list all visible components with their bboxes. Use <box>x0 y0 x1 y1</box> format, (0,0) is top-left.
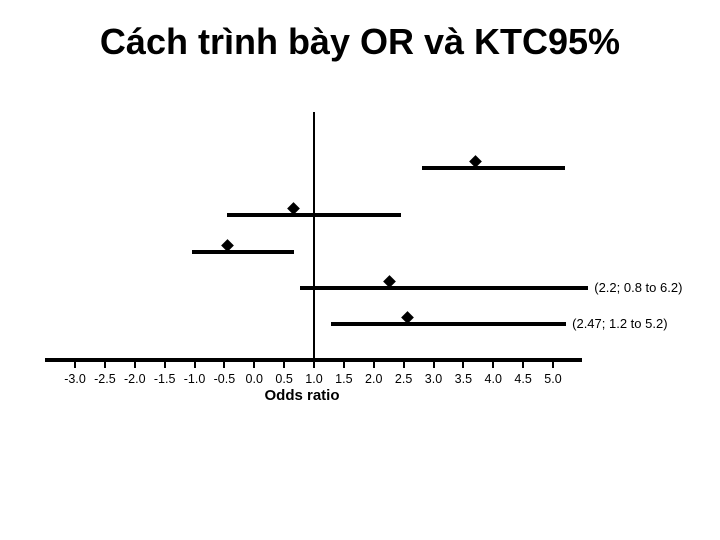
axis-tick-label: 0.0 <box>245 372 263 386</box>
axis-tick <box>223 362 226 368</box>
axis-tick-label: -1.0 <box>183 372 206 386</box>
axis-tick <box>492 362 495 368</box>
axis-tick <box>432 362 435 368</box>
axis-tick <box>133 362 136 368</box>
ci-annotation: (2.2; 0.8 to 6.2) <box>594 280 683 295</box>
confidence-interval-line <box>191 250 295 254</box>
axis-tick-label: 3.0 <box>424 372 443 386</box>
axis-tick <box>283 362 286 368</box>
axis-tick-label: 1.0 <box>305 372 323 386</box>
axis-tick <box>163 362 166 368</box>
axis-tick <box>522 362 525 368</box>
axis-tick-label: 5.0 <box>544 372 562 386</box>
axis-tick <box>552 362 554 368</box>
axis-tick <box>402 362 405 368</box>
axis-tick-label: 2.0 <box>365 372 383 386</box>
confidence-interval-line <box>330 322 567 326</box>
axis-tick <box>372 362 375 368</box>
axis-tick-label: -2.0 <box>123 372 146 386</box>
axis-tick <box>462 362 465 368</box>
axis-tick-label: -1.5 <box>153 372 176 386</box>
axis-tick <box>253 362 256 368</box>
axis-tick <box>74 362 76 368</box>
axis-tick-label: -3.0 <box>64 372 86 386</box>
axis-tick-label: 4.5 <box>514 372 532 386</box>
confidence-interval-line <box>227 213 401 217</box>
axis-tick-label: -0.5 <box>213 372 236 386</box>
axis-tick <box>313 362 315 368</box>
axis-tick-label: 4.0 <box>484 372 502 386</box>
axis-tick <box>342 362 345 368</box>
slide-title: Cách trình bày OR và KTC95% <box>99 21 621 62</box>
axis-tick-label: 0.5 <box>275 372 293 386</box>
axis-tick <box>193 362 196 368</box>
reference-line-or-1 <box>313 112 315 363</box>
x-axis-line <box>45 358 582 362</box>
confidence-interval-line <box>421 166 565 170</box>
axis-tick <box>103 362 106 368</box>
confidence-interval-line <box>300 286 589 290</box>
x-axis-title: Odds ratio <box>264 387 340 404</box>
axis-tick-label: 1.5 <box>335 372 353 386</box>
axis-tick-label: 3.5 <box>454 372 473 386</box>
axis-tick-label: -2.5 <box>94 372 116 386</box>
axis-tick-label: 2.5 <box>394 372 413 386</box>
ci-annotation: (2.47; 1.2 to 5.2) <box>572 316 668 331</box>
